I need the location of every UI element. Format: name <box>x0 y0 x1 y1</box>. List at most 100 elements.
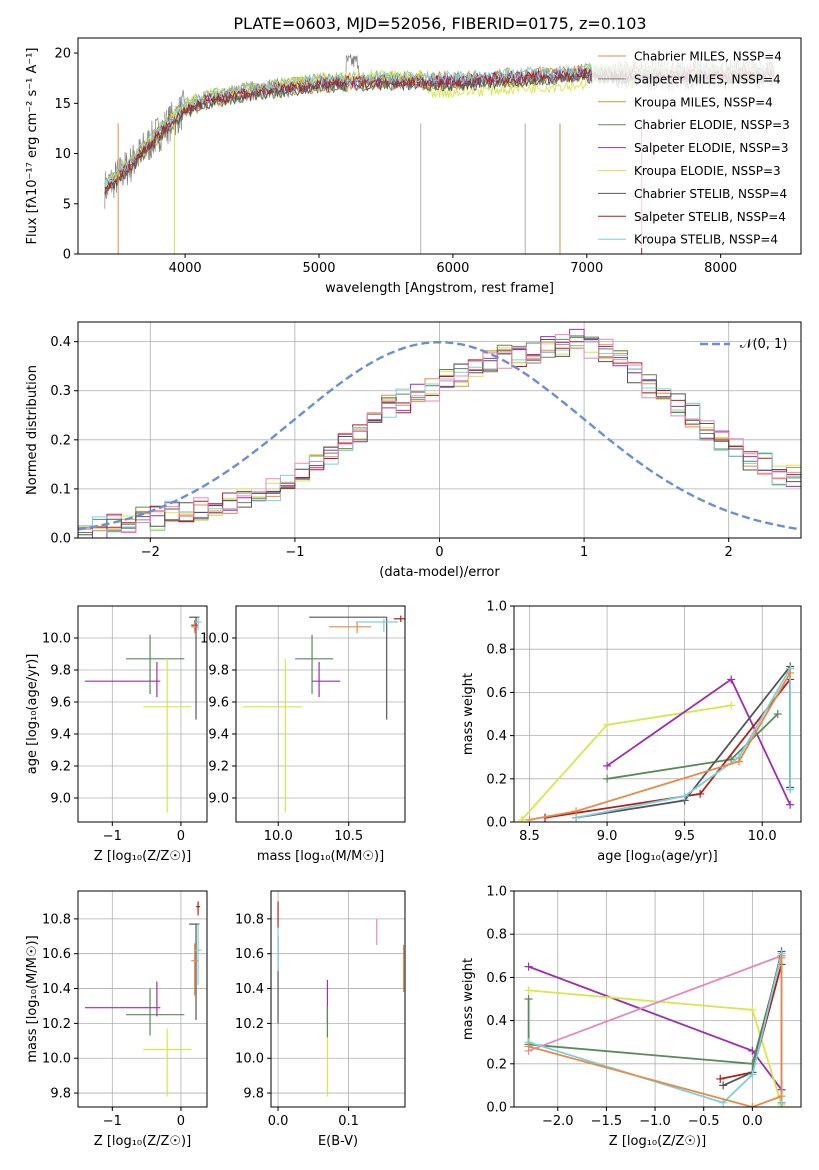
x-axis-label: Z [log₁₀(Z/Z☉)] <box>609 1134 706 1149</box>
weight-marker-chabrier_elodie <box>603 774 612 783</box>
weight-marker-chabrier_elodie <box>524 995 533 1003</box>
x-tick-label: −1.5 <box>591 1114 623 1129</box>
y-tick-label: 0.2 <box>486 1057 507 1072</box>
x-tick-label: 8000 <box>704 261 737 276</box>
weight-marker-chabrier_miles <box>525 815 534 822</box>
plot-frame <box>77 605 208 823</box>
y-tick-label: 9.0 <box>50 792 71 807</box>
plot-area <box>78 328 801 538</box>
y-axis-label: mass [log₁₀(M/M☉)] <box>25 935 40 1062</box>
plot-area <box>84 616 202 813</box>
weight-marker-kroupa_elodie <box>603 720 612 729</box>
plot-frame <box>77 37 802 255</box>
weight-marker-kroupa_stelib <box>680 792 689 801</box>
y-tick-label: 0.6 <box>486 971 507 986</box>
y-tick-label: 1.0 <box>486 600 507 615</box>
x-tick-label: 9.5 <box>674 829 695 844</box>
y-tick-label: 20 <box>54 47 71 62</box>
plot-area <box>524 947 786 1107</box>
plot-frame <box>270 890 406 1108</box>
y-tick-label: 10.0 <box>42 1052 71 1067</box>
y-tick-label: 0.4 <box>50 335 71 350</box>
legend-entry: Chabrier MILES, NSSP=4 <box>634 50 782 64</box>
plot-background <box>514 891 801 1107</box>
y-tick-label: 0.3 <box>50 384 71 399</box>
x-tick-label: −1.0 <box>639 1114 671 1129</box>
plot-area <box>277 901 405 1097</box>
weight-marker-kroupa_stelib <box>786 785 795 794</box>
weight-marker-chabrier_stelib <box>719 1081 728 1090</box>
x-tick-label: 0 <box>177 829 185 844</box>
x-axis-label: (data-model)/error <box>379 565 500 580</box>
plot-frame <box>513 605 802 823</box>
y-tick-label: 10.4 <box>235 982 264 997</box>
x-tick-label: −2 <box>141 545 160 560</box>
x-axis-label: E(B-V) <box>318 1134 358 1149</box>
legend-entry: Kroupa MILES, NSSP=4 <box>634 95 773 109</box>
y-axis-label: mass weight <box>461 673 476 755</box>
plot-background <box>78 606 207 822</box>
x-tick-label: 0 <box>177 1114 185 1129</box>
x-tick-label: 8.5 <box>519 829 540 844</box>
x-tick-label: 5000 <box>302 261 335 276</box>
x-tick-label: 7000 <box>570 261 603 276</box>
legend-entry: Chabrier STELIB, NSSP=4 <box>634 187 787 201</box>
plot-background <box>236 606 405 822</box>
x-tick-label: −2.0 <box>542 1114 574 1129</box>
x-tick-label: 2 <box>725 545 733 560</box>
weight-marker-salpeter_elodie <box>727 675 736 684</box>
weight-marker-salpeter_stelib <box>696 789 705 798</box>
age-vs-Z-panel: −1 0 9.0 9.2 9.4 9.6 9.8 10.0 Z [log₁₀(Z/Z☉)] age… <box>25 605 208 864</box>
x-axis-label: wavelength [Angstrom, rest frame] <box>325 281 554 296</box>
y-tick-label: 0.1 <box>50 482 71 497</box>
x-axis-label: age [log₁₀(age/yr)] <box>597 849 718 864</box>
legend-entry: 𝒩(0, 1) <box>740 337 787 352</box>
y-tick-label: 10.6 <box>42 947 71 962</box>
x-axis-label: mass [log₁₀(M/M☉)] <box>257 849 384 864</box>
legend-entry: Salpeter ELODIE, NSSP=3 <box>634 141 789 155</box>
weight-marker-salpeter_elodie <box>524 962 533 971</box>
weight-marker-chabrier_miles <box>572 807 581 816</box>
y-tick-label: 9.2 <box>208 760 229 775</box>
y-tick-label: 10.6 <box>235 947 264 962</box>
legend-entry: Kroupa ELODIE, NSSP=3 <box>634 164 781 178</box>
x-tick-label: 0 <box>435 545 443 560</box>
x-tick-label: −1 <box>285 545 304 560</box>
y-tick-label: 9.8 <box>208 664 229 679</box>
age-vs-mass-panel: 10.0 10.5 9.0 9.2 9.4 9.6 9.8 10.0 mass [log₁₀(M… <box>200 605 406 864</box>
weight-marker-kroupa_elodie <box>517 815 526 822</box>
plot-frame <box>235 605 406 823</box>
weight-line-pink <box>528 954 782 1052</box>
spectrum-panel: 4000 5000 6000 7000 8000 0 5 10 15 20 wavelength [… <box>25 37 802 296</box>
y-tick-label: 10.2 <box>42 1017 71 1032</box>
y-tick-label: 0.2 <box>486 772 507 787</box>
y-tick-label: 9.6 <box>208 696 229 711</box>
legend: Chabrier MILES, NSSP=4 Salpeter MILES, NS… <box>592 42 797 248</box>
residuals-panel: −2 −1 0 1 2 0.0 0.1 0.2 0.3 0.4 (data-model)/error… <box>25 321 802 580</box>
y-tick-label: 9.4 <box>208 728 229 743</box>
y-tick-label: 10.2 <box>235 1017 264 1032</box>
plot-frame <box>77 890 208 1108</box>
y-tick-label: 0.6 <box>486 686 507 701</box>
y-tick-label: 9.2 <box>50 760 71 775</box>
weight-marker-chabrier_miles <box>734 757 743 766</box>
y-tick-label: 0.8 <box>486 928 507 943</box>
weight-marker-chabrier_miles <box>777 953 786 962</box>
mass-vs-EBV-panel: 0.0 0.1 9.8 10.0 10.2 10.4 10.6 10.8 E(B-V) <box>235 890 406 1149</box>
mass-vs-Z-panel: −1 0 9.8 10.0 10.2 10.4 10.6 10.8 Z [log₁₀(Z/Z☉)… <box>25 890 208 1149</box>
y-tick-label: 0.0 <box>486 1101 507 1116</box>
weight-marker-chabrier_miles <box>524 1042 533 1051</box>
y-tick-label: 1.0 <box>486 885 507 900</box>
y-axis-label: Normed distribution <box>25 365 40 495</box>
x-tick-label: 9.0 <box>597 829 618 844</box>
y-tick-label: 0.8 <box>486 643 507 658</box>
x-tick-label: 0.1 <box>338 1114 359 1129</box>
gaussian-reference-line <box>78 340 801 531</box>
y-tick-label: 10.0 <box>42 632 71 647</box>
y-tick-label: 0.4 <box>486 1014 507 1029</box>
y-tick-label: 9.4 <box>50 728 71 743</box>
legend-entry: Salpeter STELIB, NSSP=4 <box>634 210 786 224</box>
weight-marker-salpeter_stelib <box>716 1074 725 1083</box>
weight-marker-chabrier_elodie <box>773 710 782 718</box>
legend-entry: Kroupa STELIB, NSSP=4 <box>634 233 778 247</box>
